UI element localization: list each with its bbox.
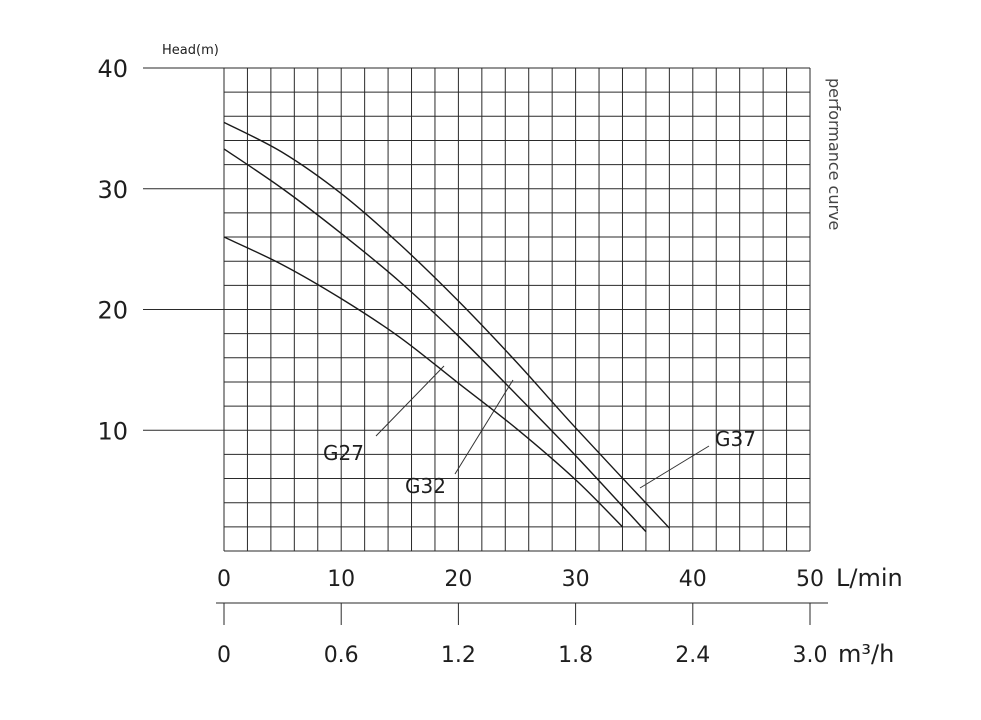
grid xyxy=(223,67,811,552)
x-tick-label: 50 xyxy=(796,567,824,592)
y-tick-label: 10 xyxy=(97,417,128,445)
series-leader-lines xyxy=(375,365,710,489)
x2-axis-unit: m³/h xyxy=(838,640,894,668)
x2-tick-label: 2.4 xyxy=(675,643,710,668)
x2-tick-label: 1.8 xyxy=(558,643,593,668)
y-tick-labels: 10 20 30 40 xyxy=(97,55,128,445)
y-tick-label: 30 xyxy=(97,176,128,204)
x-tick-label: 20 xyxy=(444,567,472,592)
x2-tick-label: 3.0 xyxy=(793,643,828,668)
x-tick-label: 30 xyxy=(562,567,590,592)
x2-tick-label: 0 xyxy=(217,643,231,668)
leader-g27 xyxy=(375,365,445,437)
series-label-g32: G32 xyxy=(405,474,446,498)
series-label-g37: G37 xyxy=(715,427,756,451)
x-tick-labels: 0 10 20 30 40 50 xyxy=(217,567,824,592)
series-curve-g37 xyxy=(223,121,670,529)
x2-tick-label: 0.6 xyxy=(324,643,359,668)
x2-tick-labels: 0 0.6 1.2 1.8 2.4 3.0 xyxy=(216,602,828,668)
leader-g37 xyxy=(639,445,710,489)
x2-tick-label: 1.2 xyxy=(441,643,476,668)
series-curve-g32 xyxy=(223,148,647,533)
x-tick-label: 40 xyxy=(679,567,707,592)
x-axis-unit: L/min xyxy=(836,564,903,592)
side-title: performance curve xyxy=(825,78,844,230)
series-curves xyxy=(223,121,670,533)
x-tick-label: 0 xyxy=(217,567,231,592)
y-tick-label: 20 xyxy=(97,297,128,325)
series-labels: G27 G32 G37 xyxy=(323,427,756,498)
series-curve-g27 xyxy=(223,236,623,528)
series-label-g27: G27 xyxy=(323,441,364,465)
leader-g32 xyxy=(454,379,514,475)
x-tick-label: 10 xyxy=(327,567,355,592)
y-axis-title: Head(m) xyxy=(162,43,219,58)
y-tick-label: 40 xyxy=(97,55,128,83)
y-tick-lines xyxy=(143,67,224,431)
